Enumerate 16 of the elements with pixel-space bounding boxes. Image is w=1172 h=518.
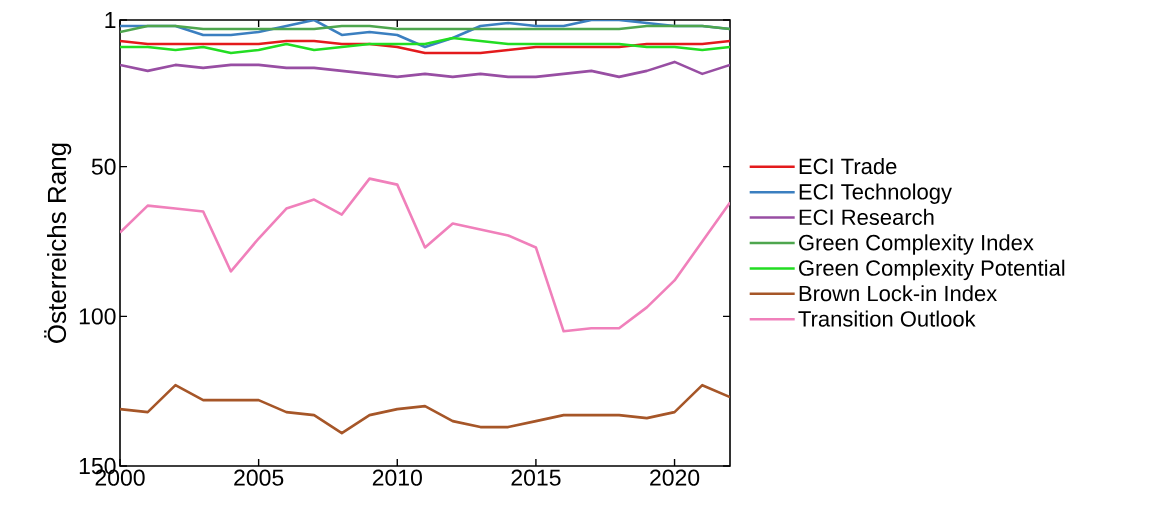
y-tick-label: 1 <box>105 12 116 28</box>
legend-label: Green Complexity Potential <box>799 259 1065 281</box>
legend-label: Transition Outlook <box>798 310 976 327</box>
x-tick-label: 2005 <box>234 469 284 486</box>
legend-label: Brown Lock-in Index <box>799 285 997 302</box>
legend-label: ECI Trade <box>799 158 897 175</box>
legend-label: ECI Technology <box>799 183 952 204</box>
x-tick-label: 2015 <box>511 469 561 486</box>
legend-label: Green Complexity Index <box>799 234 1034 255</box>
y-tick-label: 100 <box>79 308 116 325</box>
legend-label: ECI Research <box>799 208 934 226</box>
x-tick-label: 2020 <box>650 469 700 486</box>
y-tick-label: 50 <box>91 158 116 175</box>
x-tick-label: 2010 <box>372 469 422 486</box>
y-axis-title: Österreichs Rang <box>44 143 72 343</box>
line-series <box>120 177 730 333</box>
